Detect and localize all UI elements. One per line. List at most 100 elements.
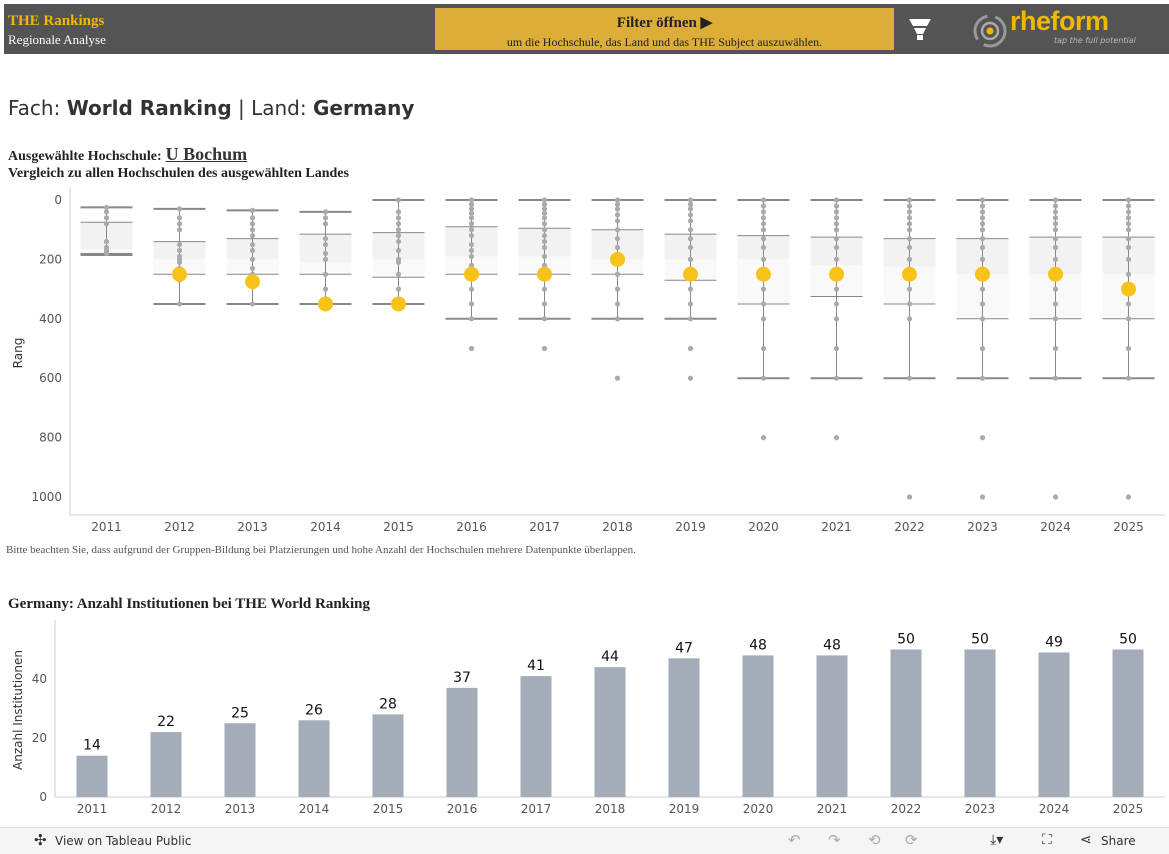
refresh-icon[interactable]: ⟳ [905,831,918,849]
rank-point [1052,244,1059,251]
rank-point [1125,271,1132,277]
rank-point [1125,215,1132,221]
rank-point [979,244,986,251]
y-axis-label: Anzahl Institutionen [11,650,25,770]
count-bar [446,687,478,797]
rank-point [1052,256,1059,262]
rank-point [1052,375,1059,381]
land-label: | Land: [231,96,313,120]
x-tick-label: 2012 [164,520,195,533]
redo-icon[interactable]: ↷ [828,831,841,849]
selected-uni-point [464,266,479,282]
bar-value-label: 25 [231,705,249,721]
x-tick-label: 2025 [1113,520,1144,533]
rank-point [1125,209,1132,215]
y-tick-label: 200 [39,252,62,266]
share-button[interactable]: Share [1101,834,1136,848]
rank-point [468,345,475,352]
view-on-tableau-link[interactable]: View on Tableau Public [55,834,192,848]
rank-point [541,215,548,221]
filter-hint: um die Hochschule, das Land und das THE … [506,35,823,49]
rank-point [541,345,548,352]
selected-uni-point [1121,281,1136,297]
x-tick-label: 2021 [817,802,848,816]
rank-point [687,206,694,212]
count-bar [742,655,774,797]
undo-icon[interactable]: ↶ [788,831,801,849]
rank-point [395,238,402,245]
rank-point [614,206,621,212]
rank-point [614,286,621,292]
rank-point [395,221,402,227]
rank-point [906,286,913,292]
rank-point [468,253,475,260]
x-tick-label: 2023 [967,520,998,533]
count-bar [76,755,108,797]
rank-point [103,209,110,215]
rank-point [322,286,329,292]
rank-point [614,197,621,203]
y-tick-label: 20 [32,731,47,745]
count-bar [594,667,626,797]
share-icon[interactable]: ⋖ [1080,832,1092,848]
selected-uni-point [537,266,552,282]
rank-point [760,286,767,292]
rank-point [541,238,548,245]
rank-point [760,375,767,381]
selected-uni-point [756,266,771,282]
rank-point [979,494,986,500]
y-tick-label: 600 [39,371,62,385]
rank-point [760,316,767,322]
fullscreen-icon[interactable]: ⛶ [1042,832,1052,848]
rank-point [1125,301,1132,307]
rank-point [468,286,475,292]
rank-point [614,375,621,381]
rank-point [760,221,767,227]
bar-value-label: 48 [823,637,841,653]
y-axis-label: Rang [11,338,25,369]
fach-label: Fach: [8,96,67,120]
rank-point [760,236,767,242]
rank-point [760,345,767,352]
rank-point [249,256,256,262]
rank-point [322,250,329,257]
rank-point [760,301,767,307]
rank-point [906,301,913,307]
rank-point [833,375,840,381]
download-icon[interactable]: ⤓▾ [990,832,1004,848]
rank-point [614,212,621,218]
rank-point [979,221,986,227]
revert-icon[interactable]: ⟲ [868,831,881,849]
rank-point [906,316,913,322]
rank-point [1052,221,1059,227]
rank-point [541,197,548,203]
rank-point [322,236,329,242]
x-tick-label: 2025 [1113,802,1144,816]
rank-point [614,227,621,233]
selected-uni-link[interactable]: U Bochum [165,144,248,164]
rank-point [906,236,913,242]
rank-point [979,316,986,322]
bar-value-label: 44 [601,649,619,665]
y-tick-label: 0 [54,193,62,207]
rank-point [103,204,110,211]
x-tick-label: 2020 [748,520,779,533]
rank-point [833,209,840,215]
rank-point [906,203,913,209]
rank-point [322,209,329,215]
rank-point [322,241,329,248]
x-tick-label: 2016 [456,520,487,533]
rank-point [249,227,256,233]
rank-point [614,236,621,242]
x-tick-label: 2015 [373,802,404,816]
rank-point [468,201,475,208]
count-chart-title: Germany: Anzahl Institutionen bei THE Wo… [8,596,371,612]
open-filter-button[interactable]: Filter öffnen ▶ um die Hochschule, das L… [435,8,894,50]
funnel-icon[interactable] [908,17,932,41]
rank-point [906,244,913,251]
rank-point [833,227,840,233]
selected-uni-point [318,296,333,312]
rank-point [395,233,402,239]
rank-point [1052,209,1059,215]
rank-point [541,316,548,322]
